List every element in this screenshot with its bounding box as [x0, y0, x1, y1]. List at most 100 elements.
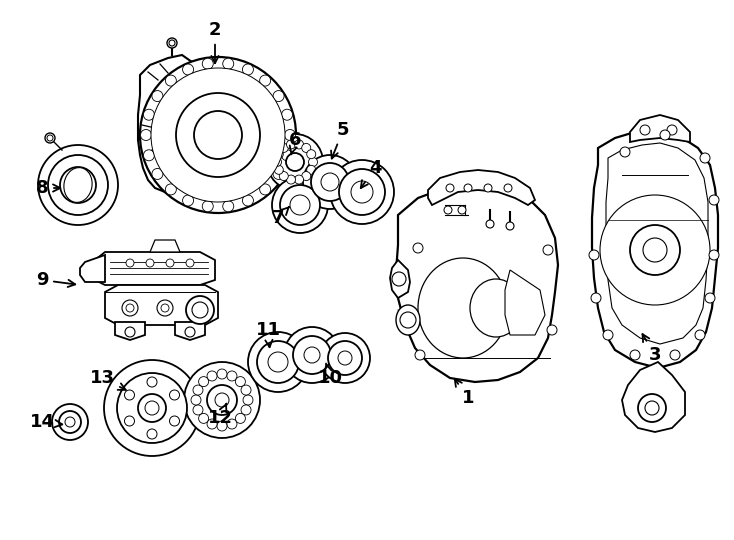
Circle shape: [169, 40, 175, 46]
Circle shape: [307, 150, 316, 159]
Circle shape: [486, 220, 494, 228]
Circle shape: [145, 401, 159, 415]
Circle shape: [147, 429, 157, 439]
Text: 6: 6: [288, 131, 301, 154]
Circle shape: [268, 352, 288, 372]
Circle shape: [192, 302, 208, 318]
Circle shape: [47, 135, 53, 141]
Circle shape: [638, 394, 666, 422]
Circle shape: [38, 145, 118, 225]
Ellipse shape: [396, 305, 420, 335]
Circle shape: [645, 401, 659, 415]
Circle shape: [286, 175, 296, 184]
Circle shape: [157, 300, 173, 316]
Circle shape: [59, 411, 81, 433]
Circle shape: [191, 395, 201, 405]
Circle shape: [193, 405, 203, 415]
Circle shape: [303, 155, 357, 209]
Polygon shape: [150, 240, 180, 252]
Circle shape: [267, 134, 323, 190]
Circle shape: [217, 369, 227, 379]
Polygon shape: [390, 260, 410, 298]
Circle shape: [199, 414, 208, 423]
Circle shape: [484, 184, 492, 192]
Text: 12: 12: [208, 403, 233, 427]
Circle shape: [543, 245, 553, 255]
Circle shape: [165, 184, 176, 195]
Circle shape: [126, 304, 134, 312]
Circle shape: [275, 150, 283, 159]
Ellipse shape: [418, 258, 508, 358]
Circle shape: [257, 341, 299, 383]
Circle shape: [603, 330, 613, 340]
Circle shape: [241, 385, 251, 395]
Circle shape: [151, 68, 285, 202]
Circle shape: [186, 296, 214, 324]
Circle shape: [591, 293, 601, 303]
Circle shape: [104, 360, 200, 456]
Circle shape: [464, 184, 472, 192]
Circle shape: [236, 414, 245, 423]
Text: 3: 3: [642, 334, 661, 364]
Polygon shape: [592, 130, 718, 368]
Circle shape: [400, 312, 416, 328]
Circle shape: [117, 373, 187, 443]
Circle shape: [217, 421, 227, 431]
Circle shape: [351, 181, 373, 203]
Circle shape: [260, 75, 271, 86]
Polygon shape: [105, 285, 218, 325]
Circle shape: [203, 201, 214, 212]
Circle shape: [165, 75, 176, 86]
Text: 4: 4: [361, 159, 381, 188]
Circle shape: [125, 390, 134, 400]
Circle shape: [52, 404, 88, 440]
Circle shape: [705, 293, 715, 303]
Circle shape: [670, 350, 680, 360]
Circle shape: [643, 238, 667, 262]
Polygon shape: [606, 143, 708, 344]
Circle shape: [307, 165, 316, 174]
Circle shape: [547, 325, 557, 335]
Circle shape: [194, 111, 242, 159]
Circle shape: [589, 250, 599, 260]
Circle shape: [330, 160, 394, 224]
Circle shape: [392, 272, 406, 286]
Circle shape: [320, 333, 370, 383]
Circle shape: [193, 385, 203, 395]
Circle shape: [273, 91, 284, 102]
Circle shape: [152, 91, 163, 102]
Circle shape: [147, 377, 157, 387]
Text: 13: 13: [90, 369, 126, 390]
Text: 11: 11: [255, 321, 280, 347]
Circle shape: [282, 150, 293, 161]
Circle shape: [45, 133, 55, 143]
Ellipse shape: [470, 279, 522, 337]
Circle shape: [207, 385, 237, 415]
Circle shape: [140, 130, 151, 140]
Circle shape: [167, 38, 177, 48]
Circle shape: [248, 332, 308, 392]
Circle shape: [282, 109, 293, 120]
Circle shape: [184, 362, 260, 438]
Circle shape: [285, 130, 296, 140]
Circle shape: [222, 201, 233, 212]
Circle shape: [504, 184, 512, 192]
Circle shape: [293, 336, 331, 374]
Polygon shape: [630, 115, 690, 142]
Circle shape: [600, 195, 710, 305]
Circle shape: [284, 327, 340, 383]
Circle shape: [290, 195, 310, 215]
Circle shape: [222, 58, 233, 69]
Circle shape: [630, 225, 680, 275]
Circle shape: [143, 109, 154, 120]
Circle shape: [630, 350, 640, 360]
Polygon shape: [622, 362, 685, 432]
Circle shape: [138, 394, 166, 422]
Circle shape: [140, 57, 296, 213]
Circle shape: [700, 153, 710, 163]
Circle shape: [207, 371, 217, 381]
Circle shape: [279, 144, 288, 152]
Circle shape: [338, 351, 352, 365]
Circle shape: [660, 130, 670, 140]
Circle shape: [294, 140, 303, 149]
